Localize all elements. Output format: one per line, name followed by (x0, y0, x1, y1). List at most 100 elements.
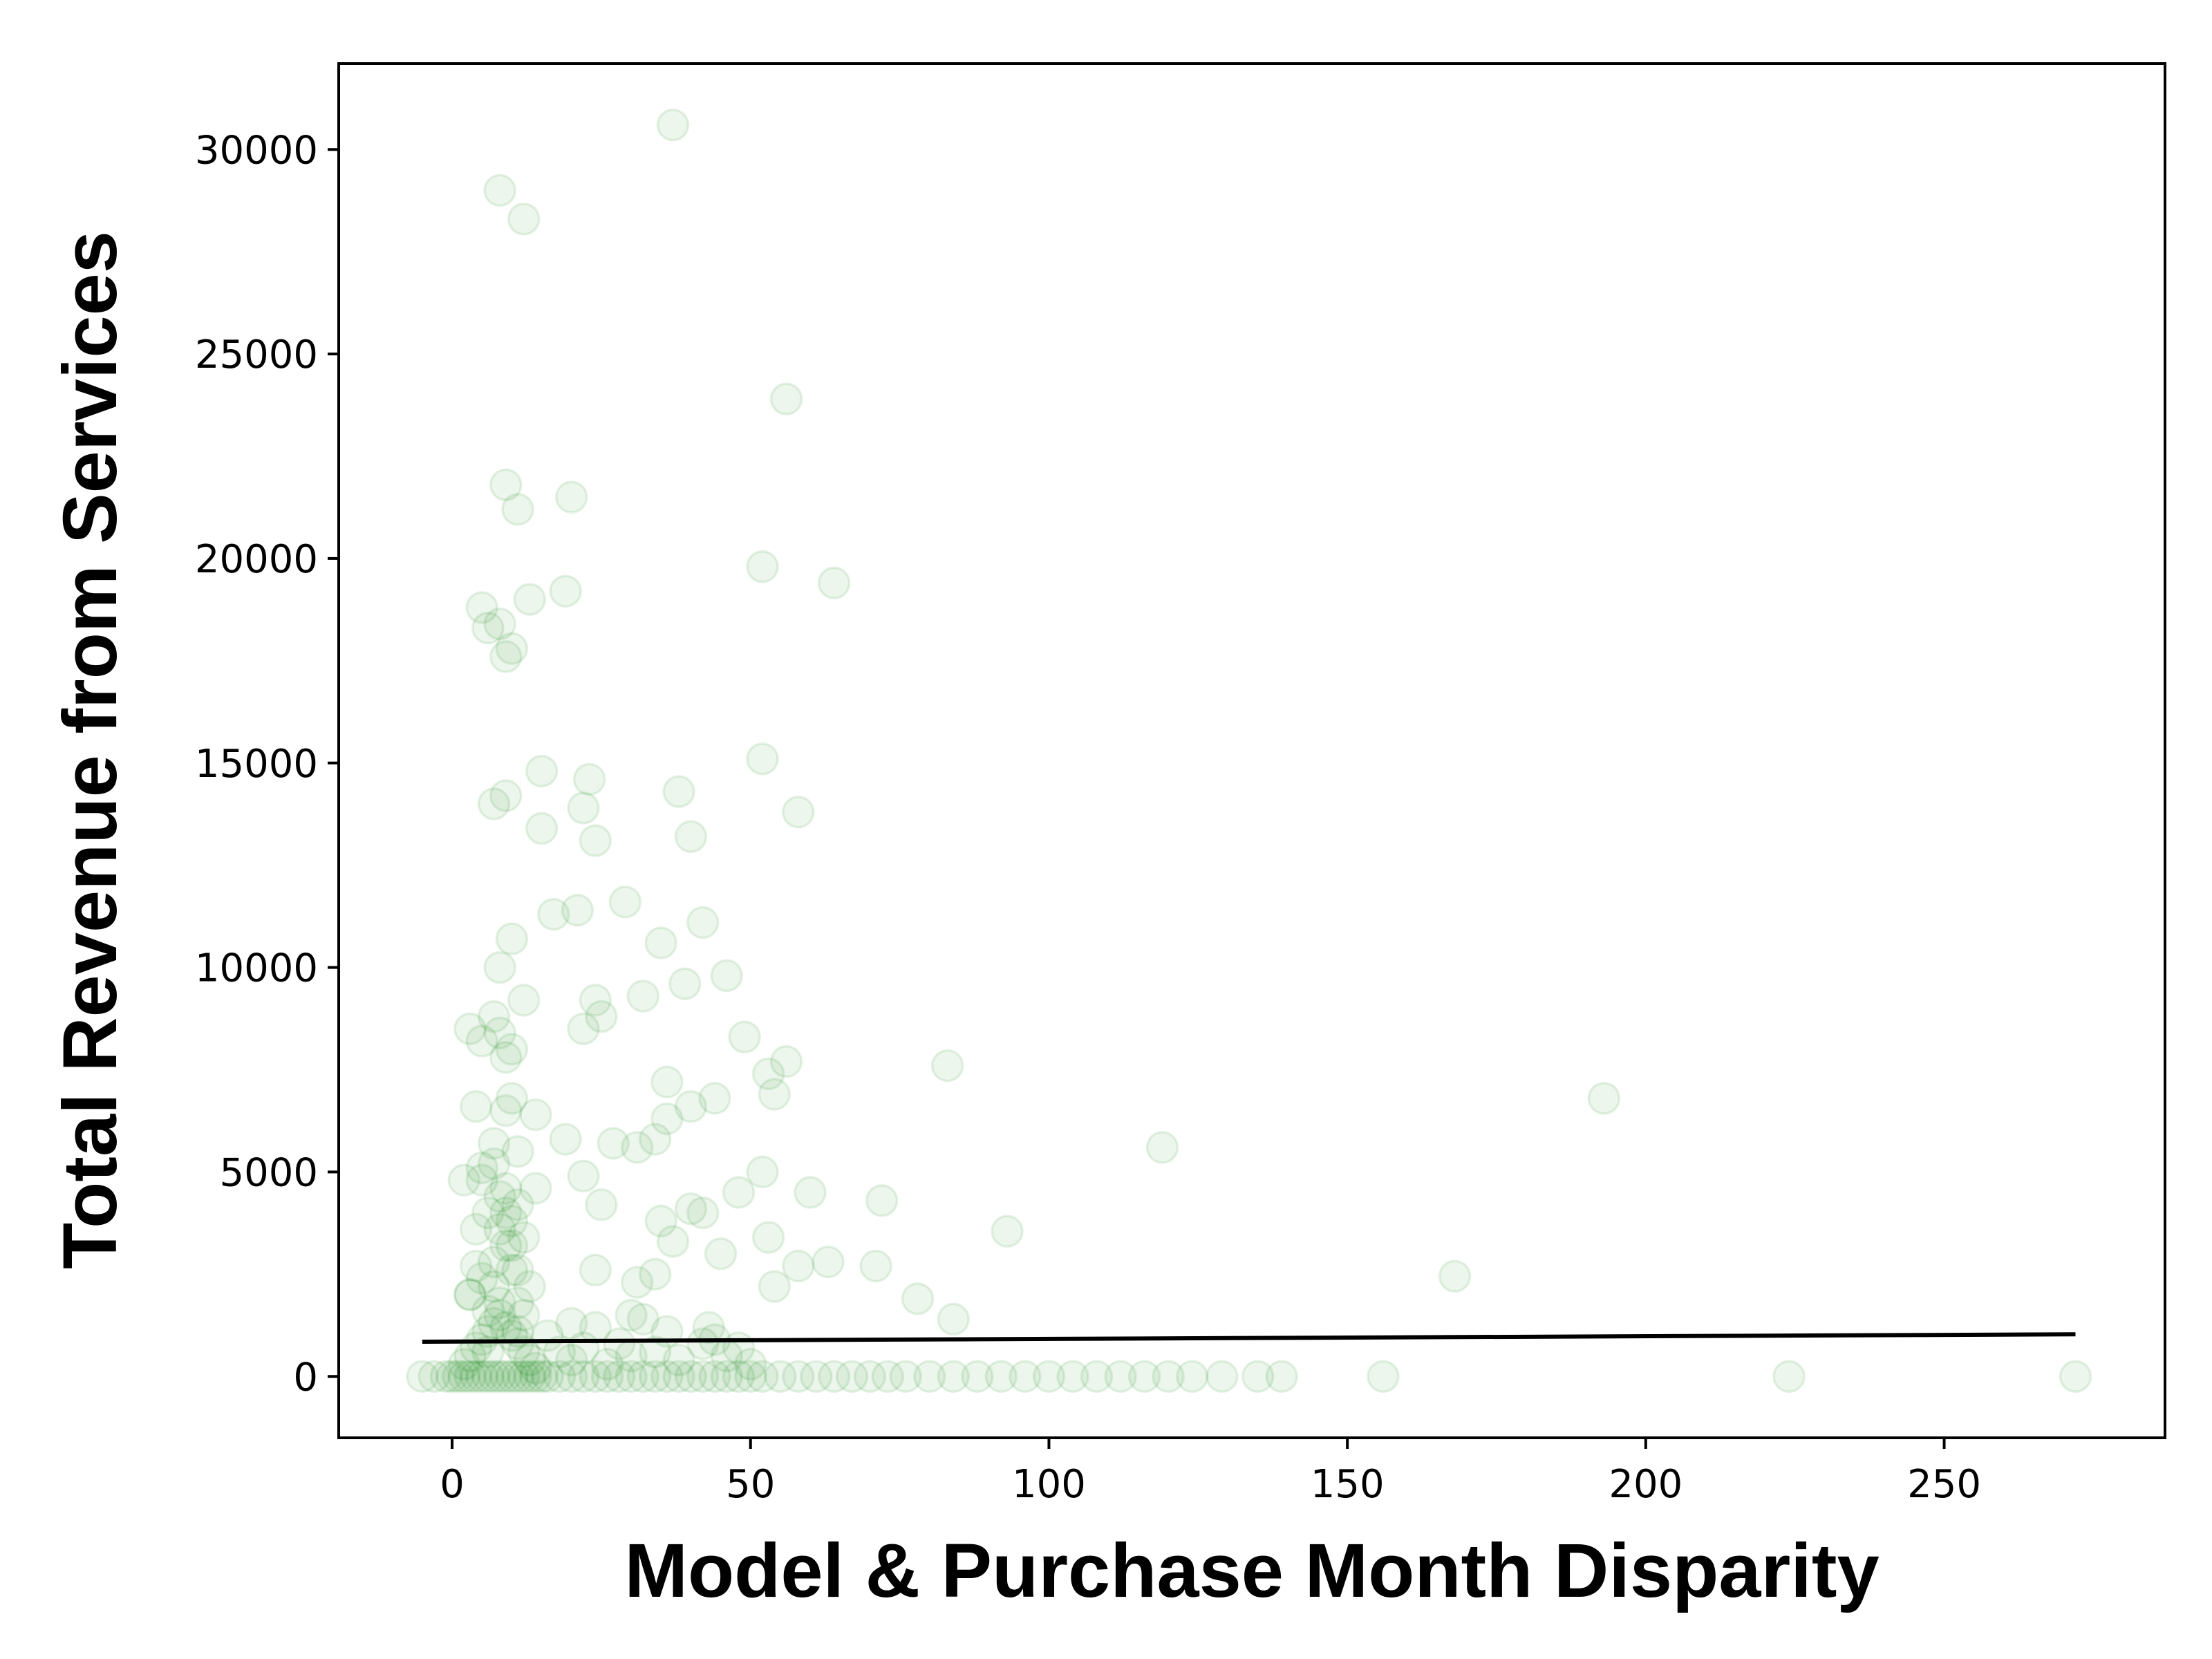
data-point (465, 591, 498, 624)
data-point (2059, 1360, 2092, 1393)
data-point (453, 1278, 487, 1311)
data-point (507, 1221, 541, 1254)
data-point (459, 1360, 493, 1393)
data-point (644, 926, 677, 959)
data-point (531, 1319, 564, 1352)
data-point (1080, 1360, 1114, 1393)
data-point (453, 1360, 487, 1393)
data-point (483, 1298, 516, 1332)
data-point (501, 1360, 534, 1393)
y-tick-label: 15000 (195, 742, 318, 787)
data-point (782, 1249, 815, 1283)
data-point (692, 1311, 726, 1344)
data-point (615, 1360, 648, 1393)
data-point (812, 1245, 845, 1279)
data-point (543, 1360, 577, 1393)
data-point (746, 550, 779, 583)
data-point (477, 1127, 511, 1160)
data-point (751, 1057, 785, 1091)
data-point (579, 1253, 612, 1287)
data-point (638, 1360, 672, 1393)
data-point (991, 1215, 1024, 1248)
data-point (477, 787, 511, 821)
data-point (746, 1360, 779, 1393)
data-point (537, 897, 570, 931)
data-point (597, 1127, 630, 1160)
data-point (889, 1360, 922, 1393)
data-point (483, 607, 516, 641)
data-point (1056, 1360, 1089, 1393)
data-point (674, 820, 708, 853)
data-point (794, 1176, 827, 1209)
y-axis-label: Total Revenue from Services (48, 231, 133, 1269)
data-point (489, 1172, 523, 1205)
x-tick-label: 150 (1311, 1462, 1385, 1507)
data-point (686, 1196, 720, 1230)
data-point (751, 1221, 785, 1254)
data-point (722, 1176, 756, 1209)
data-point (728, 1020, 761, 1053)
data-point (519, 1360, 552, 1393)
data-point (961, 1360, 994, 1393)
data-point (471, 1294, 505, 1328)
x-tick-label: 0 (440, 1462, 465, 1507)
data-point (733, 1360, 767, 1393)
data-point (626, 1302, 660, 1336)
data-point (859, 1249, 892, 1283)
y-tick-label: 30000 (195, 128, 318, 173)
data-point (483, 174, 516, 207)
data-point (465, 1151, 498, 1185)
data-point (1145, 1131, 1179, 1164)
data-point (608, 885, 642, 919)
x-tick-label: 250 (1907, 1462, 1981, 1507)
data-point (984, 1360, 1018, 1393)
data-point (590, 1360, 624, 1393)
trend-line-layer (422, 1332, 2076, 1344)
data-point (769, 382, 803, 415)
data-point (572, 762, 606, 796)
data-point (746, 742, 779, 776)
data-point (554, 1306, 588, 1340)
data-point (1032, 1360, 1066, 1393)
data-point (489, 779, 523, 812)
data-point (477, 1306, 511, 1340)
data-point (871, 1360, 905, 1393)
data-point (501, 1188, 534, 1221)
y-tick-label: 5000 (219, 1150, 318, 1195)
data-point (782, 796, 815, 829)
data-point (865, 1184, 899, 1217)
data-point (710, 959, 743, 993)
data-point (465, 1360, 498, 1393)
data-point (799, 1360, 833, 1393)
data-point (465, 1262, 498, 1295)
data-point (620, 1131, 654, 1164)
data-point (1104, 1360, 1137, 1393)
y-tick-label: 10000 (195, 946, 318, 991)
data-point (489, 1229, 523, 1262)
data-point (525, 812, 559, 845)
data-point (483, 1016, 516, 1049)
y-tick-label: 25000 (195, 332, 318, 377)
data-point (477, 1147, 511, 1181)
data-point (483, 1286, 516, 1320)
data-point (835, 1360, 869, 1393)
data-point (620, 1266, 654, 1299)
data-point (585, 1000, 618, 1033)
data-point (686, 1360, 720, 1393)
data-point (585, 1188, 618, 1221)
data-point (674, 1192, 708, 1226)
data-point (495, 1204, 529, 1238)
data-point (429, 1360, 463, 1393)
data-point (519, 1172, 552, 1205)
data-point (554, 1360, 588, 1393)
data-point (590, 1347, 624, 1381)
data-point (704, 1237, 738, 1271)
data-point (513, 1360, 547, 1393)
data-point (668, 967, 702, 1000)
data-point (501, 1135, 534, 1168)
data-point (543, 1335, 577, 1369)
data-point (477, 1000, 511, 1033)
data-point (561, 894, 594, 927)
data-point (483, 1180, 516, 1213)
data-point (495, 1082, 529, 1115)
